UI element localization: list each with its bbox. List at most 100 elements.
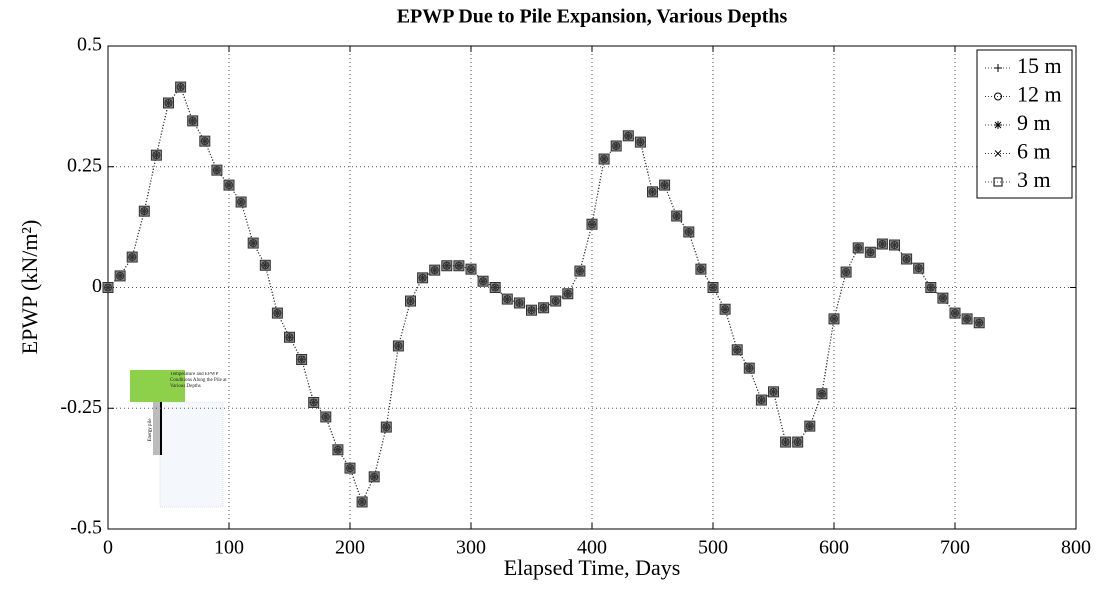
inset: Temperature and EPWP Conditions Along th… bbox=[130, 370, 227, 508]
marker bbox=[188, 116, 197, 125]
marker bbox=[709, 283, 717, 292]
x-tick-label: 300 bbox=[456, 537, 486, 559]
marker bbox=[975, 318, 984, 327]
marker bbox=[660, 181, 669, 190]
x-tick-label: 0 bbox=[103, 537, 113, 559]
marker bbox=[830, 314, 838, 323]
marker bbox=[104, 283, 112, 292]
legend-box bbox=[976, 49, 1073, 199]
legend-label: 6 m bbox=[1017, 139, 1051, 164]
marker bbox=[994, 64, 1002, 72]
marker bbox=[176, 83, 185, 92]
marker bbox=[237, 198, 246, 207]
marker bbox=[321, 412, 330, 421]
y-tick-label: 0.5 bbox=[77, 34, 102, 56]
marker bbox=[769, 387, 778, 396]
x-tick-label: 400 bbox=[577, 537, 607, 559]
marker bbox=[164, 98, 173, 107]
legend-label: 3 m bbox=[1017, 167, 1051, 192]
series-line bbox=[107, 86, 980, 504]
x-tick-label: 700 bbox=[940, 537, 970, 559]
marker bbox=[479, 277, 488, 286]
marker bbox=[358, 497, 367, 506]
marker bbox=[781, 438, 790, 447]
marker bbox=[430, 266, 439, 275]
x-tick-label: 800 bbox=[1061, 537, 1091, 559]
marker bbox=[382, 423, 391, 432]
series-line bbox=[107, 86, 980, 504]
x-tick-label: 100 bbox=[214, 537, 244, 559]
chart-title: EPWP Due to Pile Expansion, Various Dept… bbox=[397, 6, 788, 28]
marker bbox=[370, 472, 379, 481]
marker bbox=[273, 309, 282, 318]
marker bbox=[563, 289, 572, 298]
x-axis-label: Elapsed Time, Days bbox=[504, 555, 681, 580]
marker bbox=[333, 445, 342, 454]
marker bbox=[878, 240, 887, 249]
marker bbox=[406, 297, 415, 306]
marker bbox=[442, 261, 451, 270]
marker bbox=[994, 121, 1002, 129]
series-line bbox=[107, 86, 980, 504]
y-tick-label: -0.5 bbox=[70, 517, 102, 539]
marker bbox=[225, 181, 233, 190]
marker bbox=[733, 345, 742, 354]
x-tick-label: 500 bbox=[698, 537, 728, 559]
inset-pile-label: Energy pile bbox=[148, 418, 153, 442]
x-tick-label: 600 bbox=[819, 537, 849, 559]
legend-label: 15 m bbox=[1017, 53, 1062, 78]
marker bbox=[684, 227, 693, 236]
marker bbox=[491, 283, 500, 292]
marker bbox=[854, 243, 863, 252]
marker bbox=[394, 341, 403, 350]
legend-label: 9 m bbox=[1017, 110, 1051, 135]
series-line bbox=[107, 86, 980, 504]
marker bbox=[515, 298, 524, 307]
y-axis-label: EPWP (kN/m²) bbox=[17, 220, 42, 355]
marker bbox=[805, 422, 814, 431]
marker bbox=[938, 294, 947, 303]
inset-pile bbox=[153, 402, 162, 455]
marker bbox=[993, 177, 1003, 187]
marker bbox=[721, 305, 730, 314]
marker bbox=[200, 137, 209, 146]
inset-grid bbox=[159, 401, 224, 508]
marker bbox=[793, 438, 802, 447]
y-tick-label: 0 bbox=[92, 275, 102, 297]
marker bbox=[612, 141, 621, 150]
marker bbox=[842, 268, 851, 277]
marker bbox=[418, 273, 427, 282]
marker bbox=[648, 187, 657, 196]
marker bbox=[575, 267, 584, 276]
marker bbox=[249, 239, 258, 248]
marker bbox=[454, 261, 463, 270]
legend-label: 12 m bbox=[1017, 82, 1062, 107]
marker bbox=[757, 396, 766, 405]
marker bbox=[624, 131, 633, 140]
marker bbox=[890, 240, 899, 249]
marker bbox=[309, 398, 318, 407]
marker bbox=[152, 151, 161, 160]
marker bbox=[297, 355, 306, 364]
y-tick-label: 0.25 bbox=[67, 154, 102, 176]
marker bbox=[467, 265, 475, 274]
y-tick-label: -0.25 bbox=[60, 396, 102, 418]
inset-header bbox=[130, 370, 185, 402]
marker bbox=[745, 364, 754, 373]
marker bbox=[914, 264, 923, 273]
marker bbox=[636, 138, 645, 147]
marker bbox=[527, 306, 536, 315]
marker bbox=[817, 389, 826, 398]
marker bbox=[994, 150, 1002, 157]
inset-title: Temperature and EPWP Conditions Along th… bbox=[170, 372, 227, 389]
marker bbox=[866, 248, 875, 257]
marker bbox=[140, 207, 149, 216]
marker bbox=[346, 464, 354, 473]
marker bbox=[539, 303, 548, 312]
marker bbox=[261, 261, 270, 270]
marker bbox=[128, 253, 137, 262]
marker bbox=[963, 314, 972, 323]
marker bbox=[285, 333, 294, 342]
inset-text-box: Temperature and EPWP Conditions Along th… bbox=[170, 372, 227, 389]
